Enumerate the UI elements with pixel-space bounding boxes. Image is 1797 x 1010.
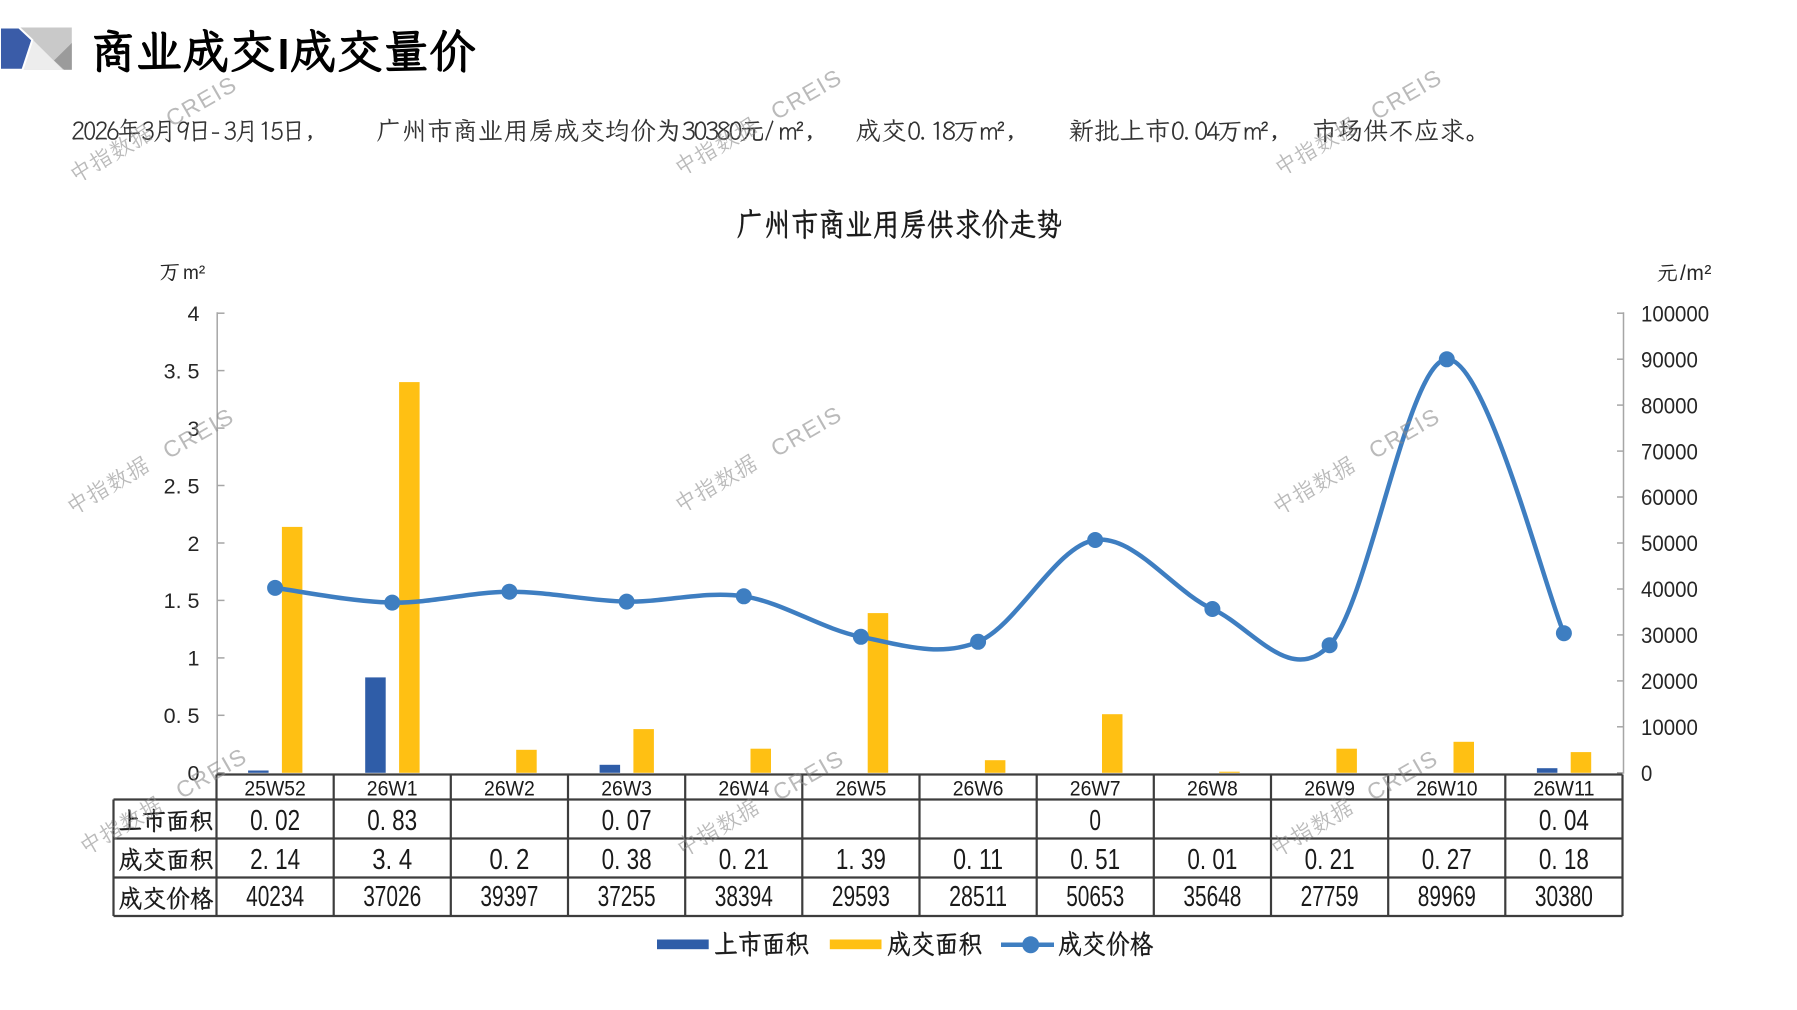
svg-text:30380: 30380 xyxy=(1535,881,1593,913)
svg-text:38394: 38394 xyxy=(715,881,773,913)
svg-text:1: 1 xyxy=(188,647,200,671)
svg-text:/m²: /m² xyxy=(1680,262,1712,285)
svg-text:26W8: 26W8 xyxy=(1187,777,1238,801)
svg-text:80000: 80000 xyxy=(1641,393,1698,418)
svg-text:26W10: 26W10 xyxy=(1416,777,1477,801)
svg-text:35648: 35648 xyxy=(1183,881,1241,913)
svg-text:0. 38: 0. 38 xyxy=(602,844,652,876)
svg-text:0. 2: 0. 2 xyxy=(489,844,529,876)
svg-text:26W4: 26W4 xyxy=(718,777,769,801)
svg-text:25W52: 25W52 xyxy=(244,777,305,801)
svg-text:26W6: 26W6 xyxy=(953,777,1004,801)
svg-text:26W11: 26W11 xyxy=(1533,777,1594,801)
svg-text:0. 21: 0. 21 xyxy=(1305,844,1355,876)
svg-text:3: 3 xyxy=(188,417,200,441)
svg-text:0. 01: 0. 01 xyxy=(1187,844,1237,876)
svg-text:28511: 28511 xyxy=(949,881,1007,913)
svg-text:0. 04: 0. 04 xyxy=(1539,805,1589,837)
svg-text:0. 5: 0. 5 xyxy=(164,704,200,728)
svg-text:0. 83: 0. 83 xyxy=(367,805,417,837)
svg-text:2. 5: 2. 5 xyxy=(164,474,200,498)
svg-text:89969: 89969 xyxy=(1418,881,1476,913)
svg-text:60000: 60000 xyxy=(1641,485,1698,510)
svg-text:70000: 70000 xyxy=(1641,439,1698,464)
svg-text:26W3: 26W3 xyxy=(601,777,652,801)
svg-text:37255: 37255 xyxy=(598,881,656,913)
svg-text:50653: 50653 xyxy=(1066,881,1124,913)
svg-text:0: 0 xyxy=(188,762,200,786)
svg-text:0. 11: 0. 11 xyxy=(953,844,1003,876)
svg-text:29593: 29593 xyxy=(832,881,890,913)
svg-text:3. 5: 3. 5 xyxy=(164,359,200,383)
svg-text:26W7: 26W7 xyxy=(1070,777,1121,801)
svg-text:4: 4 xyxy=(188,302,200,326)
svg-text:2. 14: 2. 14 xyxy=(250,844,300,876)
svg-text:m²: m² xyxy=(183,263,205,284)
svg-text:26W2: 26W2 xyxy=(484,777,535,801)
svg-text:3. 4: 3. 4 xyxy=(372,844,412,876)
svg-text:40000: 40000 xyxy=(1641,577,1698,602)
svg-text:0. 51: 0. 51 xyxy=(1070,844,1120,876)
svg-text:0. 07: 0. 07 xyxy=(602,805,652,837)
svg-text:100000: 100000 xyxy=(1641,301,1709,326)
svg-text:1. 39: 1. 39 xyxy=(836,844,886,876)
svg-text:0. 18: 0. 18 xyxy=(1539,844,1589,876)
svg-text:10000: 10000 xyxy=(1641,715,1698,740)
svg-text:0. 02: 0. 02 xyxy=(250,805,300,837)
svg-text:0. 21: 0. 21 xyxy=(719,844,769,876)
svg-text:50000: 50000 xyxy=(1641,531,1698,556)
svg-text:2: 2 xyxy=(188,532,200,556)
svg-text:26W9: 26W9 xyxy=(1304,777,1355,801)
svg-text:1. 5: 1. 5 xyxy=(164,589,200,613)
svg-text:20000: 20000 xyxy=(1641,669,1698,694)
svg-text:40234: 40234 xyxy=(246,881,304,913)
svg-text:0: 0 xyxy=(1641,761,1652,786)
svg-text:27759: 27759 xyxy=(1301,881,1359,913)
svg-text:30000: 30000 xyxy=(1641,623,1698,648)
svg-text:39397: 39397 xyxy=(480,881,538,913)
svg-text:0. 27: 0. 27 xyxy=(1422,844,1472,876)
svg-text:26W1: 26W1 xyxy=(367,777,418,801)
svg-text:26W5: 26W5 xyxy=(836,777,887,801)
svg-text:37026: 37026 xyxy=(363,881,421,913)
svg-text:0: 0 xyxy=(1089,805,1101,837)
svg-text:90000: 90000 xyxy=(1641,347,1698,372)
